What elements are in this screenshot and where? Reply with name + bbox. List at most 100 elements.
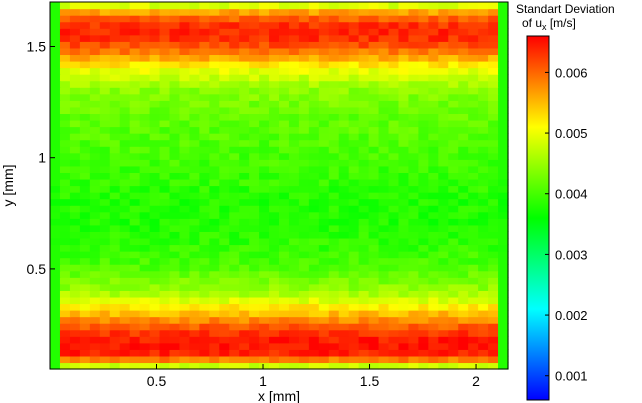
- heatmap-cell: [259, 283, 270, 291]
- heatmap-cell: [109, 100, 121, 108]
- heatmap-cell: [378, 93, 390, 101]
- heatmap-cell: [328, 290, 340, 298]
- heatmap-cell: [149, 100, 161, 108]
- heatmap-cell: [318, 283, 330, 291]
- heatmap-cell: [408, 119, 419, 128]
- heatmap-cell: [239, 74, 250, 82]
- heatmap-cell: [318, 119, 330, 128]
- heatmap-cell: [199, 323, 210, 331]
- heatmap-cell: [149, 231, 161, 239]
- heatmap-cell: [59, 41, 71, 49]
- heatmap-cell: [498, 21, 509, 29]
- heatmap-cell: [239, 231, 250, 239]
- heatmap-cell: [79, 329, 91, 337]
- heatmap-cell: [59, 47, 71, 56]
- heatmap-cell: [199, 67, 210, 75]
- heatmap-cell: [269, 93, 280, 101]
- heatmap-cell: [129, 87, 141, 95]
- heatmap-cell: [269, 139, 280, 147]
- heatmap-cell: [448, 264, 459, 272]
- heatmap-cell: [448, 100, 459, 108]
- heatmap-cell: [438, 152, 449, 160]
- heatmap-cell: [169, 54, 181, 62]
- heatmap-cell: [59, 165, 71, 173]
- heatmap-cell: [468, 283, 479, 291]
- heatmap-cell: [59, 87, 71, 95]
- heatmap-cell: [468, 349, 479, 357]
- heatmap-cell: [318, 152, 330, 160]
- heatmap-cell: [79, 270, 91, 278]
- heatmap-cell: [378, 113, 390, 121]
- x-tick-label: 1.5: [360, 373, 380, 389]
- heatmap-cell: [59, 2, 71, 10]
- heatmap-cell: [488, 106, 499, 115]
- heatmap-cell: [179, 126, 190, 134]
- heatmap-cell: [338, 349, 350, 357]
- heatmap-cell: [488, 264, 499, 272]
- heatmap-cell: [298, 244, 310, 252]
- heatmap-cell: [229, 192, 240, 200]
- heatmap-cell: [358, 257, 370, 265]
- heatmap-cell: [219, 152, 230, 160]
- heatmap-cell: [269, 126, 280, 134]
- heatmap-cell: [109, 21, 121, 29]
- heatmap-cell: [59, 316, 71, 324]
- heatmap-cell: [199, 34, 210, 42]
- heatmap-cell: [338, 185, 350, 193]
- heatmap-cell: [418, 41, 429, 49]
- heatmap-cell: [468, 211, 479, 219]
- heatmap-cell: [159, 270, 171, 278]
- heatmap-cell: [199, 113, 210, 121]
- heatmap-cell: [139, 80, 151, 88]
- heatmap-cell: [50, 126, 61, 134]
- heatmap-cell: [338, 205, 350, 213]
- heatmap-cell: [478, 218, 489, 226]
- heatmap-cell: [259, 355, 270, 364]
- heatmap-cell: [209, 218, 220, 226]
- heatmap-cell: [328, 283, 340, 291]
- heatmap-cell: [79, 198, 91, 206]
- heatmap-cell: [398, 178, 410, 187]
- heatmap-cell: [388, 296, 400, 305]
- heatmap-cell: [69, 296, 81, 305]
- heatmap-cell: [398, 362, 410, 370]
- heatmap-cell: [438, 316, 449, 324]
- heatmap-cell: [50, 119, 61, 128]
- heatmap-cell: [288, 21, 300, 29]
- heatmap-cell: [229, 264, 240, 272]
- heatmap-cell: [388, 172, 400, 180]
- heatmap-cell: [149, 47, 161, 56]
- heatmap-cell: [348, 336, 360, 344]
- heatmap-cell: [408, 323, 419, 331]
- heatmap-cell: [159, 172, 171, 180]
- heatmap-cell: [348, 342, 360, 350]
- heatmap-cell: [199, 80, 210, 88]
- heatmap-cell: [428, 119, 439, 128]
- heatmap-cell: [288, 192, 300, 200]
- heatmap-cell: [69, 362, 81, 370]
- heatmap-cell: [308, 251, 320, 259]
- heatmap-cell: [488, 303, 499, 311]
- heatmap-cell: [298, 303, 310, 311]
- heatmap-cell: [269, 205, 280, 213]
- heatmap-cell: [428, 34, 439, 42]
- heatmap-cell: [159, 211, 171, 219]
- heatmap-cell: [129, 251, 141, 259]
- heatmap-cell: [189, 133, 200, 141]
- heatmap-cell: [488, 237, 499, 246]
- heatmap-cell: [269, 113, 280, 121]
- heatmap-cell: [69, 100, 81, 108]
- heatmap-cell: [259, 113, 270, 121]
- heatmap-cell: [89, 15, 101, 23]
- heatmap-cell: [478, 244, 489, 252]
- heatmap-cell: [338, 47, 350, 56]
- heatmap-cell: [50, 165, 61, 173]
- heatmap-cell: [358, 237, 370, 246]
- heatmap-cell: [448, 60, 459, 69]
- heatmap-cell: [338, 152, 350, 160]
- heatmap-cell: [418, 290, 429, 298]
- heatmap-cell: [59, 100, 71, 108]
- heatmap-cell: [468, 218, 479, 226]
- heatmap-cell: [50, 67, 61, 75]
- heatmap-cell: [368, 251, 380, 259]
